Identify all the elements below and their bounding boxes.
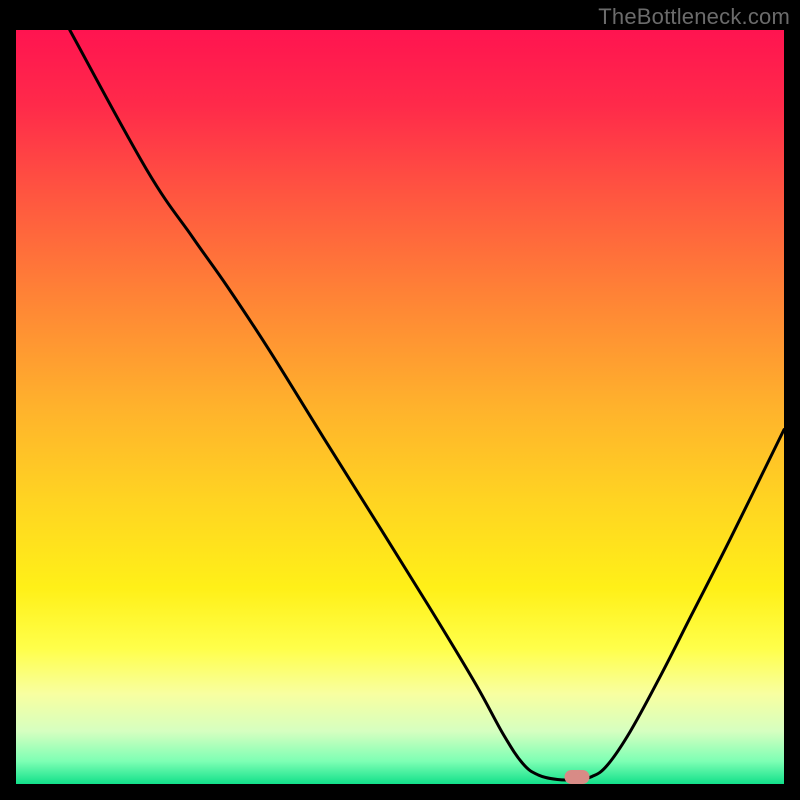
chart-container: TheBottleneck.com xyxy=(0,0,800,800)
optimum-marker xyxy=(564,770,589,784)
plot-svg xyxy=(16,30,784,784)
watermark-text: TheBottleneck.com xyxy=(598,4,790,30)
plot-area xyxy=(16,30,784,784)
